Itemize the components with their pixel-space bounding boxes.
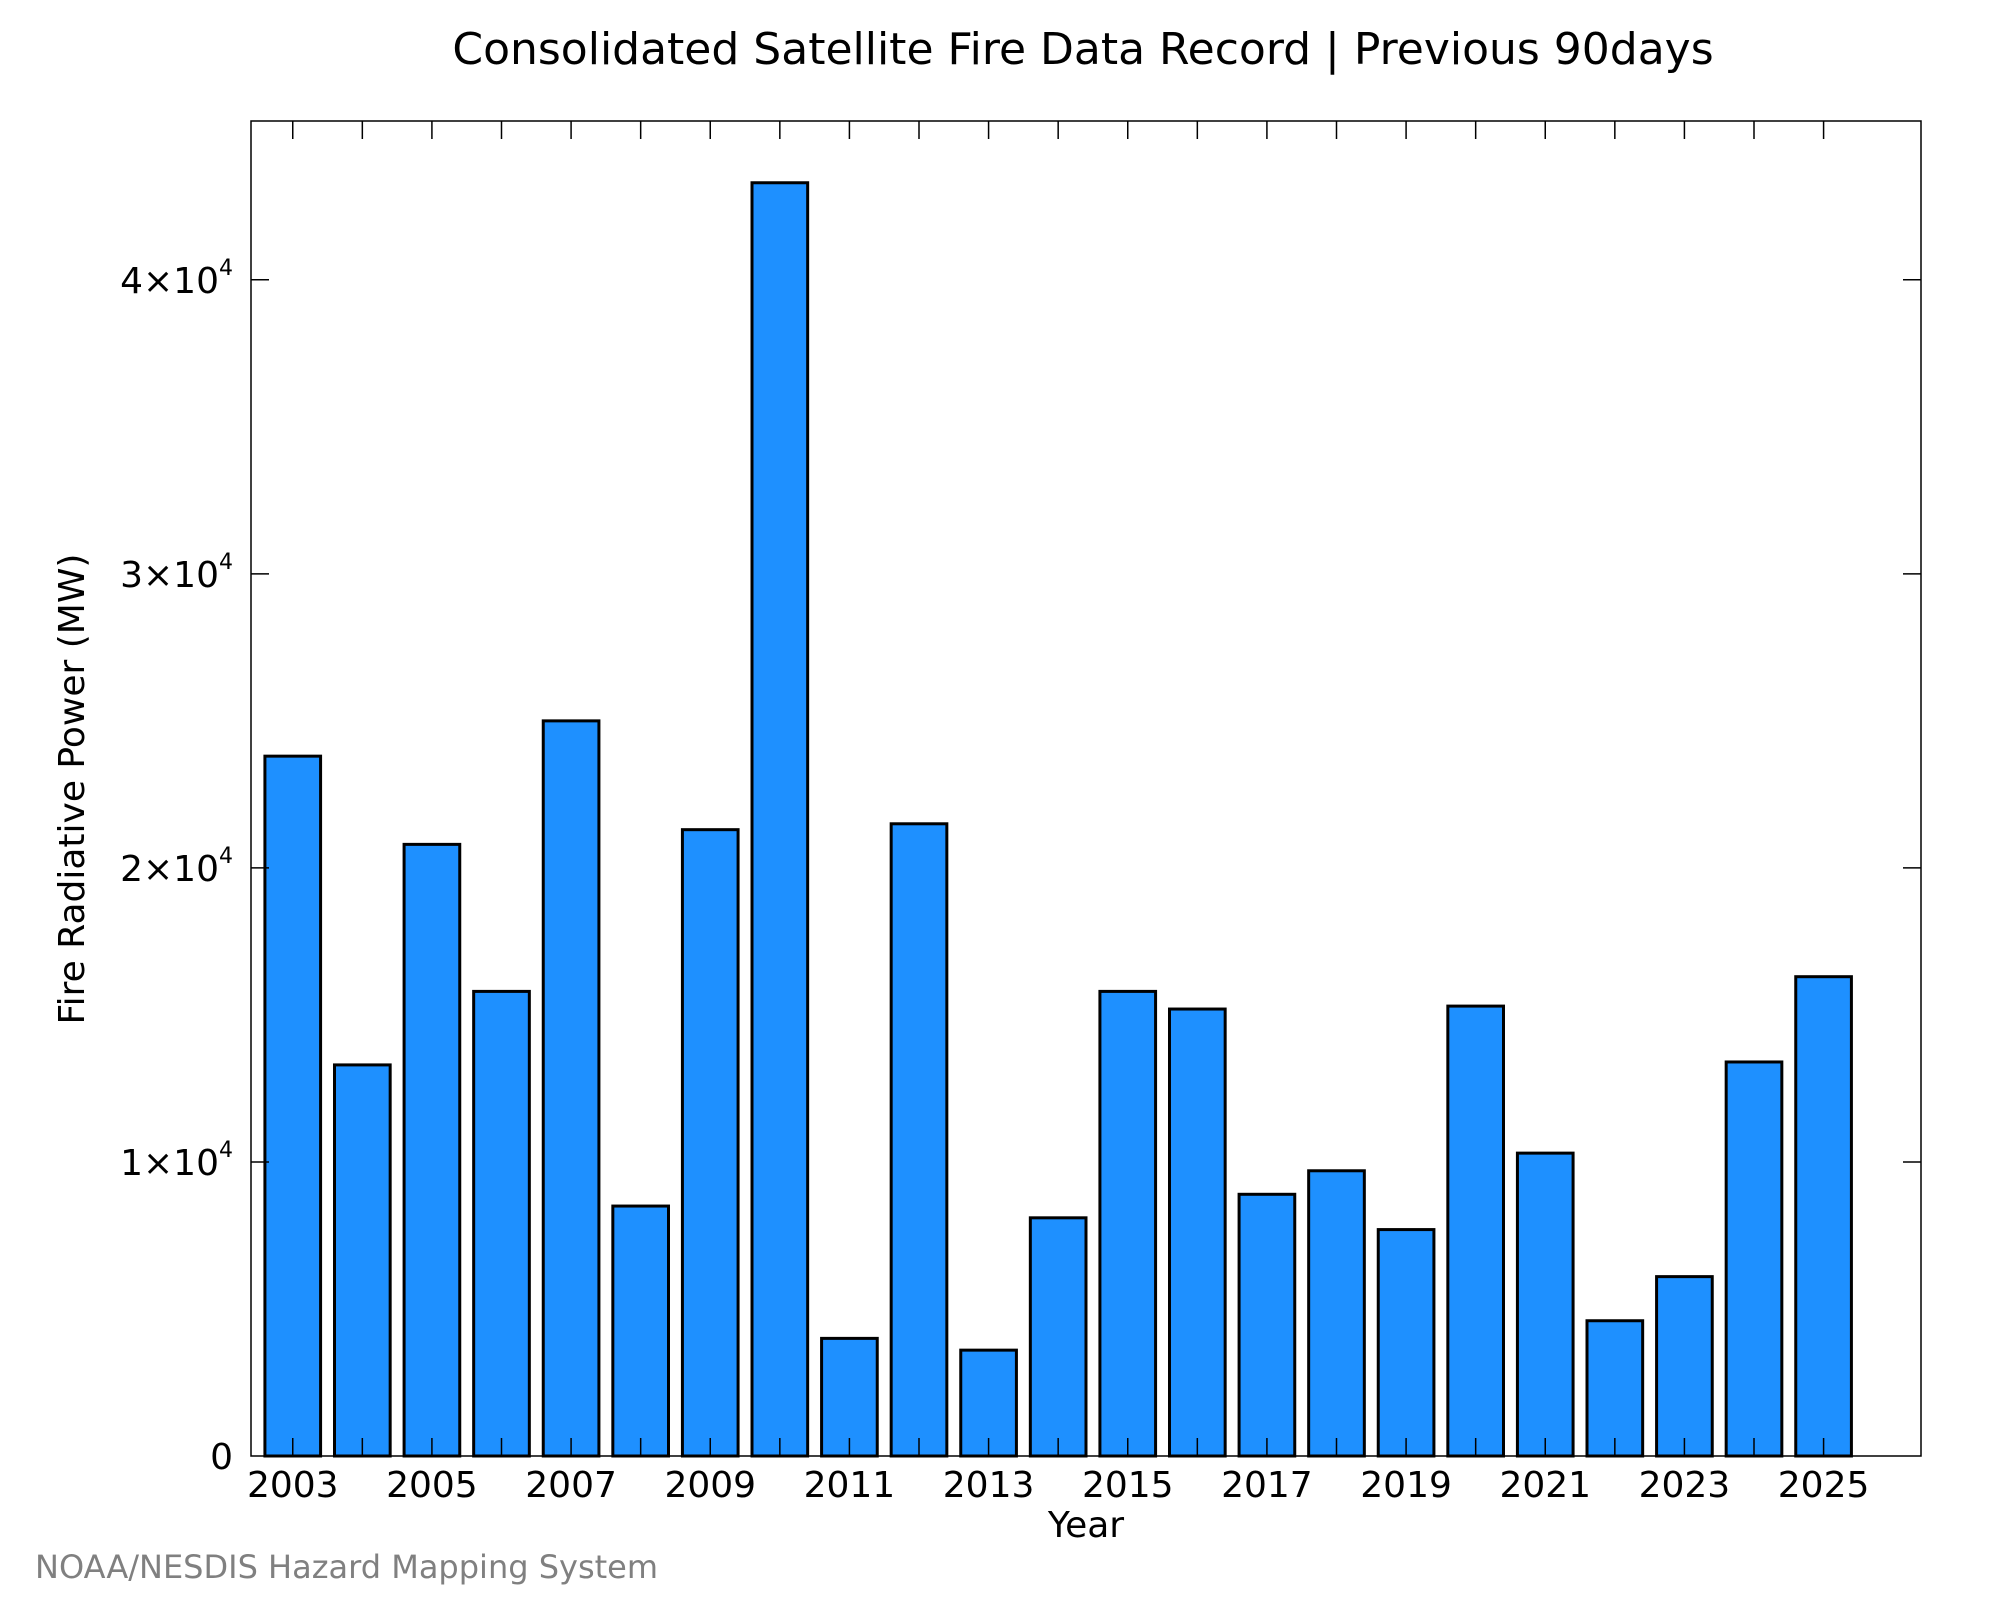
bars-group [263,181,1853,1458]
bar-2018 [1307,1169,1366,1458]
x-tick-label: 2007 [525,1465,617,1506]
x-tick-label: 2011 [804,1465,896,1506]
y-tick-exponent: 4 [219,550,233,575]
bar-2007 [541,719,601,1458]
credit-text: NOAA/NESDIS Hazard Mapping System [35,1548,658,1586]
x-tick-label: 2023 [1639,1465,1731,1506]
y-tick-exponent: 4 [219,844,233,869]
x-tick-label: 2009 [664,1465,756,1506]
x-tick-label: 2015 [1082,1465,1174,1506]
y-tick-label: 2×104 [120,844,233,890]
y-tick-mantissa: 1×10 [120,1143,219,1184]
y-tick-exponent: 4 [219,256,233,281]
x-tick-label: 2017 [1221,1465,1313,1506]
y-tick-label: 0 [210,1437,233,1478]
bar-2009 [680,828,740,1458]
x-tick-label: 2019 [1360,1465,1452,1506]
y-tick-mantissa: 2×10 [120,849,219,890]
bar-2008 [611,1204,670,1458]
bar-2025 [1794,975,1853,1458]
y-tick-mantissa: 3×10 [120,555,219,596]
bar-2021 [1515,1151,1575,1458]
y-tick-mantissa: 0 [210,1437,233,1478]
y-tick-label: 3×104 [120,550,233,596]
y-tick-label: 4×104 [120,256,233,302]
x-tick-label: 2003 [247,1465,339,1506]
x-tick-label: 2005 [386,1465,478,1506]
y-tick-exponent: 4 [219,1138,233,1163]
bar-2012 [889,822,949,1458]
x-tick-label: 2013 [943,1465,1035,1506]
x-axis-label: Year [1047,1505,1124,1546]
bar-2019 [1376,1228,1436,1458]
y-tick-mantissa: 4×10 [120,261,219,302]
chart-title: Consolidated Satellite Fire Data Record … [452,24,1713,75]
x-tick-label: 2025 [1778,1465,1870,1506]
bar-2017 [1237,1192,1297,1458]
bar-2023 [1655,1275,1714,1458]
bar-2005 [402,842,462,1458]
bar-2016 [1168,1007,1227,1458]
y-tick-label: 1×104 [120,1138,233,1184]
x-tick-label: 2021 [1499,1465,1591,1506]
bar-2004 [333,1063,392,1458]
bar-2022 [1585,1319,1645,1458]
bar-2006 [472,989,531,1458]
bar-2024 [1724,1060,1784,1458]
y-axis-label: Fire Radiative Power (MW) [52,554,93,1025]
bar-2014 [1028,1216,1088,1458]
x-axis-ticks: 2003 2005 2007 2009 2011 2013 2015 2017 2019 2021… [247,121,1869,1506]
bar-2003 [263,754,323,1458]
bar-2020 [1446,1004,1506,1458]
bar-2015 [1098,989,1158,1458]
bar-2010 [750,181,810,1458]
plot-frame [250,120,1922,1457]
